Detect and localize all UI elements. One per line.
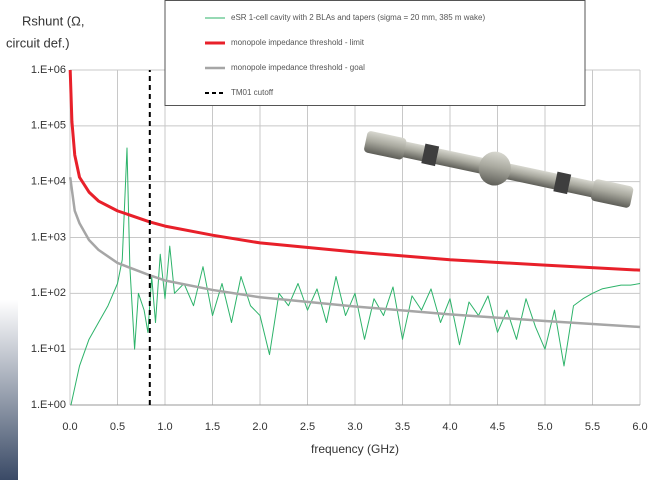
chart: 1.E+00 1.E+01 1.E+02 1.E+03 1.E+04 1.E+05 1.E+…	[0, 0, 652, 480]
x-tick-label: 3.0	[347, 421, 362, 433]
legend-label: monopole impedance threshold - goal	[231, 63, 365, 72]
flange	[590, 179, 634, 209]
flange	[363, 130, 407, 160]
x-tick-label: 4.5	[490, 421, 505, 433]
y-tick-label: 1.E+00	[31, 399, 66, 411]
y-tick-label: 1.E+04	[31, 176, 66, 188]
x-tick-label: 5.0	[537, 421, 552, 433]
cavity-image	[362, 124, 635, 214]
legend: eSR 1-cell cavity with 2 BLAs and tapers…	[165, 1, 585, 106]
x-tick-label: 0.0	[62, 421, 77, 433]
x-tick-label: 1.5	[205, 421, 220, 433]
x-tick-label: 0.5	[110, 421, 125, 433]
y-tick-label: 1.E+01	[31, 343, 66, 355]
x-tick-label: 6.0	[632, 421, 647, 433]
x-tick-label: 5.5	[585, 421, 600, 433]
side-decoration	[0, 300, 18, 480]
x-tick-label: 2.0	[252, 421, 267, 433]
x-tick-label: 4.0	[442, 421, 457, 433]
y-axis-label: Rshunt (Ω,	[22, 13, 84, 28]
y-tick-label: 1.E+02	[31, 287, 66, 299]
x-tick-label: 1.0	[157, 421, 172, 433]
y-axis-label: circuit def.)	[6, 35, 70, 50]
y-tick-label: 1.E+06	[31, 64, 66, 76]
legend-label: TM01 cutoff	[231, 88, 274, 97]
legend-label: eSR 1-cell cavity with 2 BLAs and tapers…	[231, 13, 485, 22]
x-axis-label: frequency (GHz)	[311, 442, 399, 456]
x-tick-label: 2.5	[300, 421, 315, 433]
legend-label: monopole impedance threshold - limit	[231, 38, 365, 47]
y-tick-label: 1.E+05	[31, 120, 66, 132]
x-tick-label: 3.5	[395, 421, 410, 433]
y-tick-label: 1.E+03	[31, 231, 66, 243]
grid: 1.E+00 1.E+01 1.E+02 1.E+03 1.E+04 1.E+05 1.E+…	[31, 64, 648, 433]
cell	[476, 149, 514, 189]
